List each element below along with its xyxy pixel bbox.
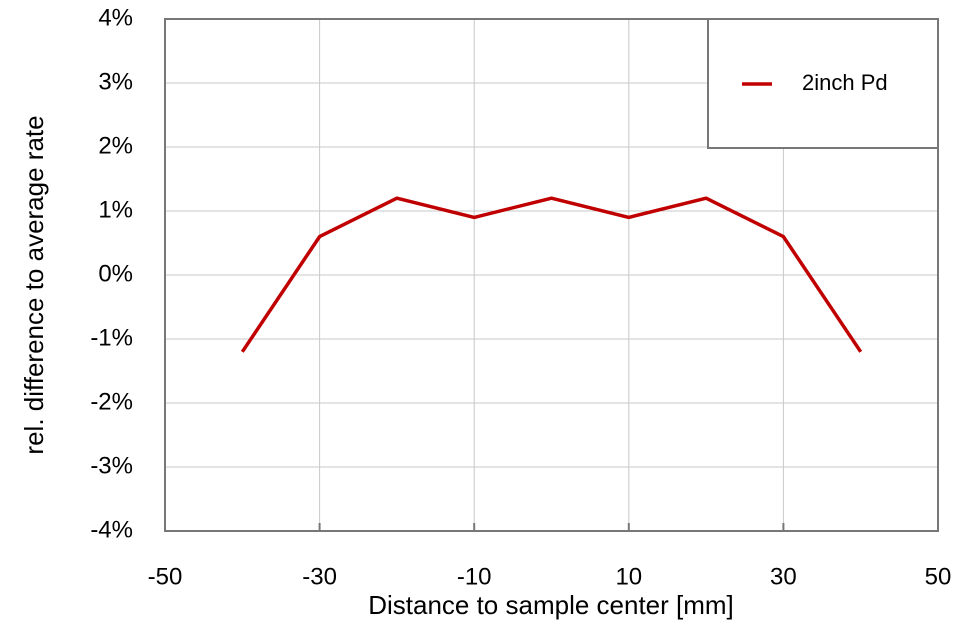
x-tick-label: -30 [302,563,337,590]
y-axis-title: rel. difference to average rate [19,115,49,454]
x-tick-label: 50 [925,563,952,590]
x-tick-label: -10 [457,563,492,590]
x-tick-label: 30 [770,563,797,590]
y-tick-label: -2% [90,388,133,415]
x-axis-title: Distance to sample center [mm] [368,590,734,620]
plot-frame [164,18,939,532]
y-tick-label: -4% [90,516,133,543]
data-line [240,196,863,353]
y-tick-label: 2% [98,132,133,159]
x-tick-label: 10 [615,563,642,590]
x-tick-label: -50 [148,563,183,590]
y-tick-label: 4% [98,4,133,31]
y-tick-label: 3% [98,68,133,95]
y-tick-label: 0% [98,260,133,287]
y-tick-label: 1% [98,196,133,223]
y-tick-label: -1% [90,324,133,351]
legend-label: 2inch Pd [802,70,888,95]
y-tick-label: -3% [90,452,133,479]
